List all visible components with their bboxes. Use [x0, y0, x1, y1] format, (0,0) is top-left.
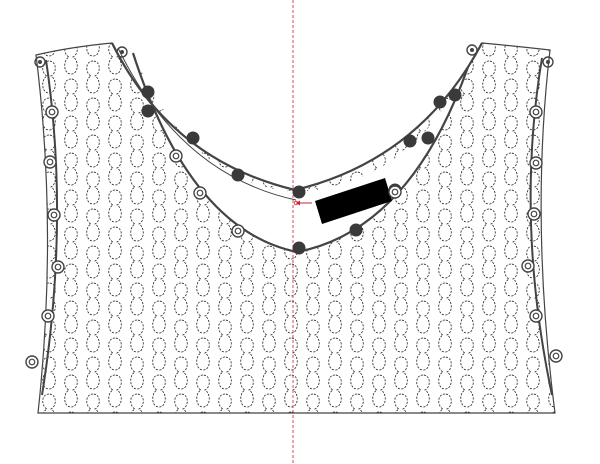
neckline-trim-line	[117, 47, 297, 201]
label-patch	[315, 178, 392, 224]
bead	[448, 88, 462, 102]
ring	[25, 355, 39, 369]
bead	[186, 131, 200, 145]
ring	[169, 149, 183, 163]
ring	[527, 207, 541, 221]
ring	[47, 208, 61, 222]
bead	[349, 223, 363, 237]
bead	[141, 104, 155, 118]
bead	[421, 131, 435, 145]
ring	[43, 155, 57, 169]
bead	[141, 85, 155, 99]
ring	[231, 224, 245, 238]
ring	[549, 349, 563, 363]
position-marker	[293, 200, 312, 206]
bead	[403, 134, 417, 148]
stitch-fill	[36, 43, 555, 413]
right-side-seam	[529, 57, 553, 396]
bead	[292, 241, 306, 255]
ring	[45, 105, 59, 119]
ring	[388, 185, 402, 199]
bead	[231, 168, 245, 182]
ring	[529, 309, 543, 323]
bead	[292, 185, 306, 199]
ring	[193, 186, 207, 200]
ring	[41, 309, 55, 323]
ring	[529, 156, 543, 170]
shoulder-rings	[34, 44, 554, 68]
ring	[51, 260, 65, 274]
ring-group	[25, 105, 563, 369]
left-side-seam	[41, 59, 59, 396]
ring	[529, 105, 543, 119]
ring	[521, 259, 535, 273]
bead	[433, 95, 447, 109]
